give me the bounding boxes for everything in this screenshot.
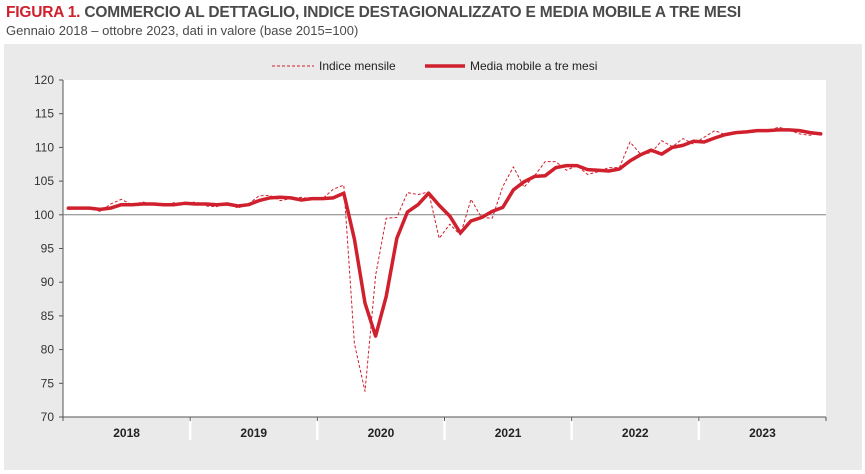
y-tick-label: 120 <box>34 73 54 87</box>
y-tick-label: 95 <box>41 242 55 256</box>
year-label: 2023 <box>749 426 776 440</box>
y-tick-label: 80 <box>41 343 55 357</box>
year-label: 2022 <box>622 426 649 440</box>
year-label: 2019 <box>240 426 267 440</box>
chart-title: FIGURA 1. COMMERCIO AL DETTAGLIO, INDICE… <box>6 4 741 22</box>
figure-title: COMMERCIO AL DETTAGLIO, INDICE DESTAGION… <box>84 4 741 21</box>
y-tick-label: 90 <box>41 275 55 289</box>
legend: Indice mensile Media mobile a tre mesi <box>272 59 597 73</box>
year-label: 2020 <box>368 426 395 440</box>
y-tick-label: 70 <box>41 410 55 424</box>
y-tick-label: 75 <box>41 376 55 390</box>
y-tick-label: 100 <box>34 208 54 222</box>
y-tick-label: 115 <box>35 107 54 121</box>
figure-label: FIGURA 1. <box>6 4 81 21</box>
title-block: FIGURA 1. COMMERCIO AL DETTAGLIO, INDICE… <box>6 4 741 38</box>
year-label: 2018 <box>113 426 140 440</box>
chart-subtitle: Gennaio 2018 – ottobre 2023, dati in val… <box>6 23 359 38</box>
y-tick-label: 110 <box>35 140 54 154</box>
series-line <box>66 128 823 338</box>
y-tick-label: 105 <box>34 174 54 188</box>
legend-label-indice-mensile: Indice mensile <box>319 59 396 73</box>
legend-label-media-mobile: Media mobile a tre mesi <box>470 59 597 73</box>
y-tick-label: 85 <box>41 309 55 323</box>
year-label: 2021 <box>495 426 522 440</box>
series-media-mobile <box>66 128 823 338</box>
